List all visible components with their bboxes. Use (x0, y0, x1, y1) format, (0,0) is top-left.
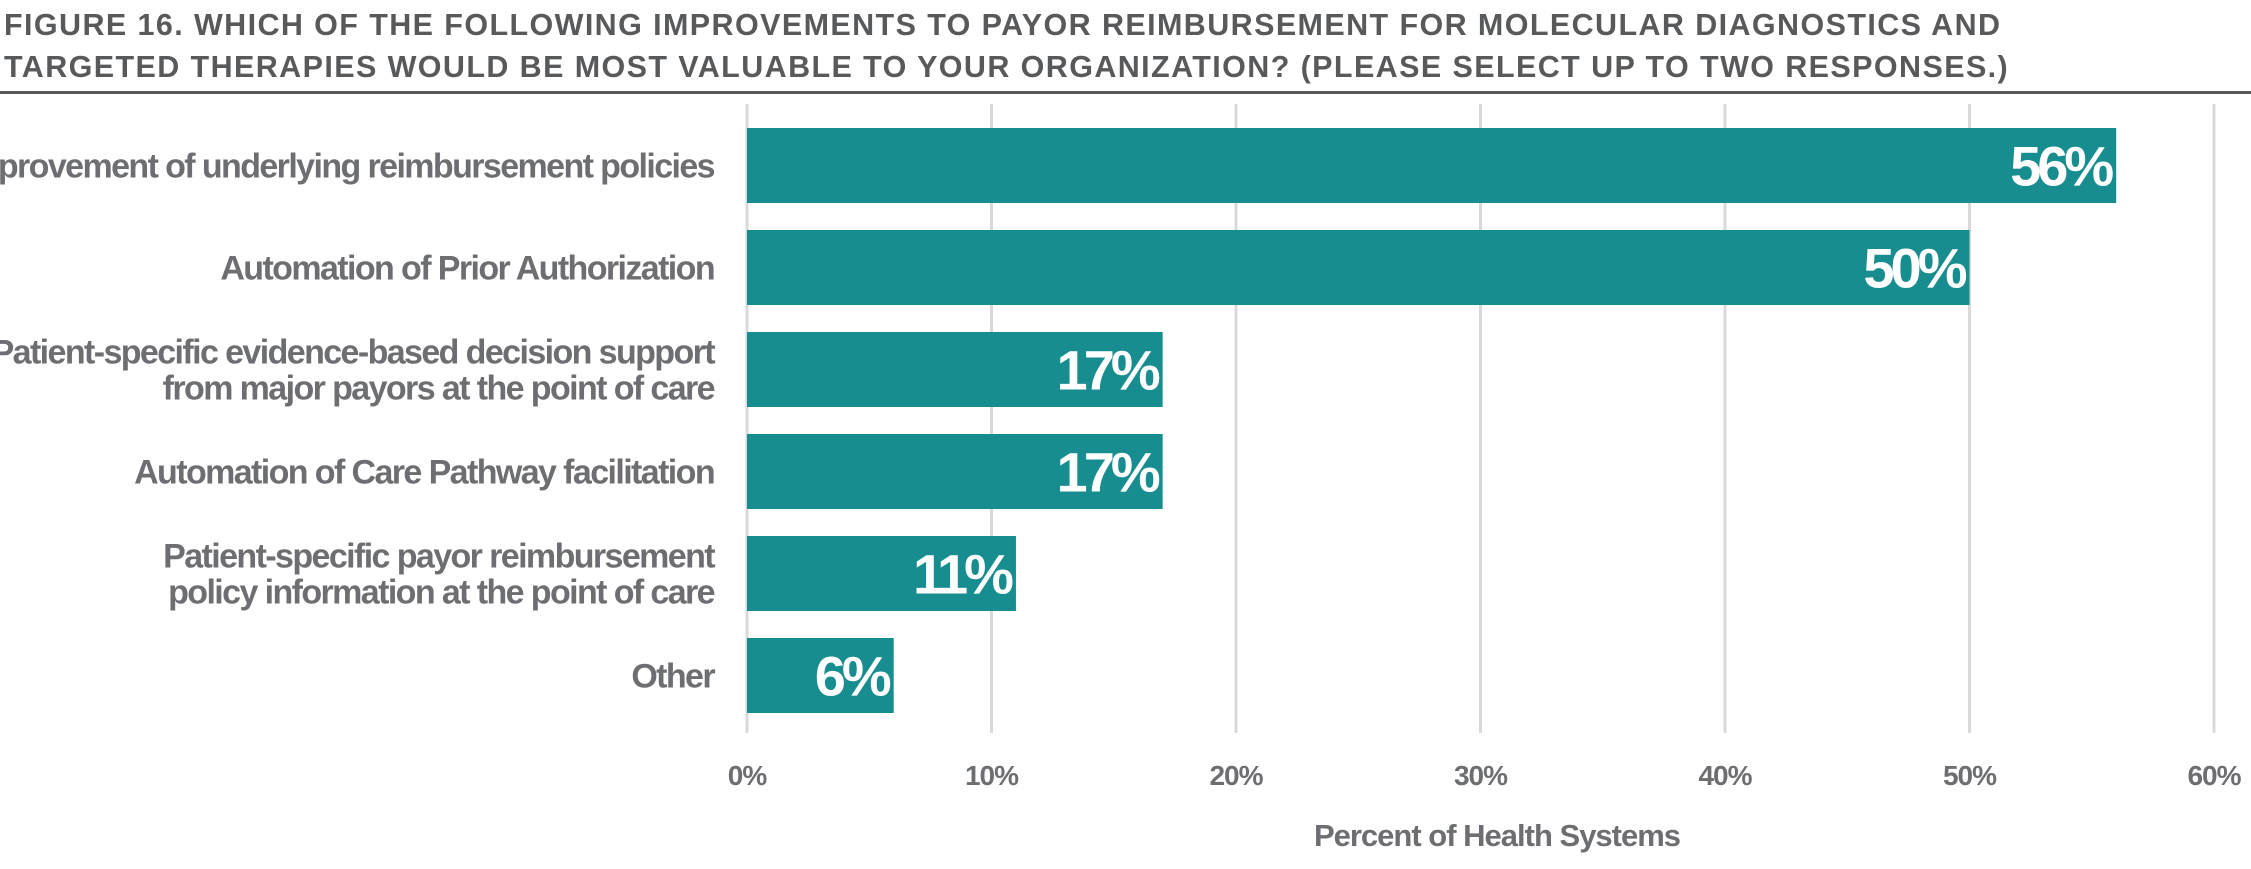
category-label: from major payors at the point of care (163, 370, 715, 408)
x-tick-label: 40% (1698, 760, 1752, 791)
data-labels: 56% 50% 17% 17% 11% 6% (815, 135, 2118, 708)
bar (747, 638, 894, 713)
x-tick-labels: 0% 10% 20% 30% 40% 50% 60% (728, 760, 2243, 791)
x-tick-label: 20% (1209, 760, 1263, 791)
bar-value-label: 6% (815, 645, 891, 708)
bar (747, 536, 1016, 611)
category-label: Automation of Prior Authorization (220, 250, 714, 288)
category-label: Patient-specific evidence-based decision… (0, 334, 715, 372)
bar (747, 128, 2117, 203)
x-tick-label: 60% (2187, 760, 2241, 791)
bar-value-label: 17% (1057, 339, 1160, 402)
x-tick-label: 10% (965, 760, 1019, 791)
x-tick-label: 30% (1454, 760, 1508, 791)
bar (747, 434, 1163, 509)
category-label: policy information at the point of care (168, 574, 715, 612)
chart-title-line-1: FIGURE 16. WHICH OF THE FOLLOWING IMPROV… (4, 8, 2002, 42)
category-labels: Improvement of underlying reimbursement … (0, 148, 717, 696)
chart-title: FIGURE 16. WHICH OF THE FOLLOWING IMPROV… (4, 4, 2244, 88)
bar (747, 230, 1970, 305)
bar-value-label: 17% (1057, 441, 1160, 504)
x-tick-label: 50% (1943, 760, 1997, 791)
title-rule (0, 91, 2251, 94)
chart-title-line-2: TARGETED THERAPIES WOULD BE MOST VALUABL… (4, 50, 2010, 84)
bar (747, 332, 1163, 407)
bar-value-label: 50% (1863, 237, 1966, 300)
category-label: Other (631, 658, 715, 696)
category-label: Automation of Care Pathway facilitation (134, 454, 714, 492)
category-label: Improvement of underlying reimbursement … (0, 148, 715, 186)
bar-value-label: 11% (913, 543, 1013, 606)
gridlines (745, 104, 2216, 733)
x-axis-title: Percent of Health Systems (1314, 818, 1680, 853)
category-label: Patient-specific payor reimbursement (163, 538, 715, 576)
x-tick-label: 0% (728, 760, 768, 791)
bars (747, 128, 2117, 713)
bar-value-label: 56% (2010, 135, 2113, 198)
